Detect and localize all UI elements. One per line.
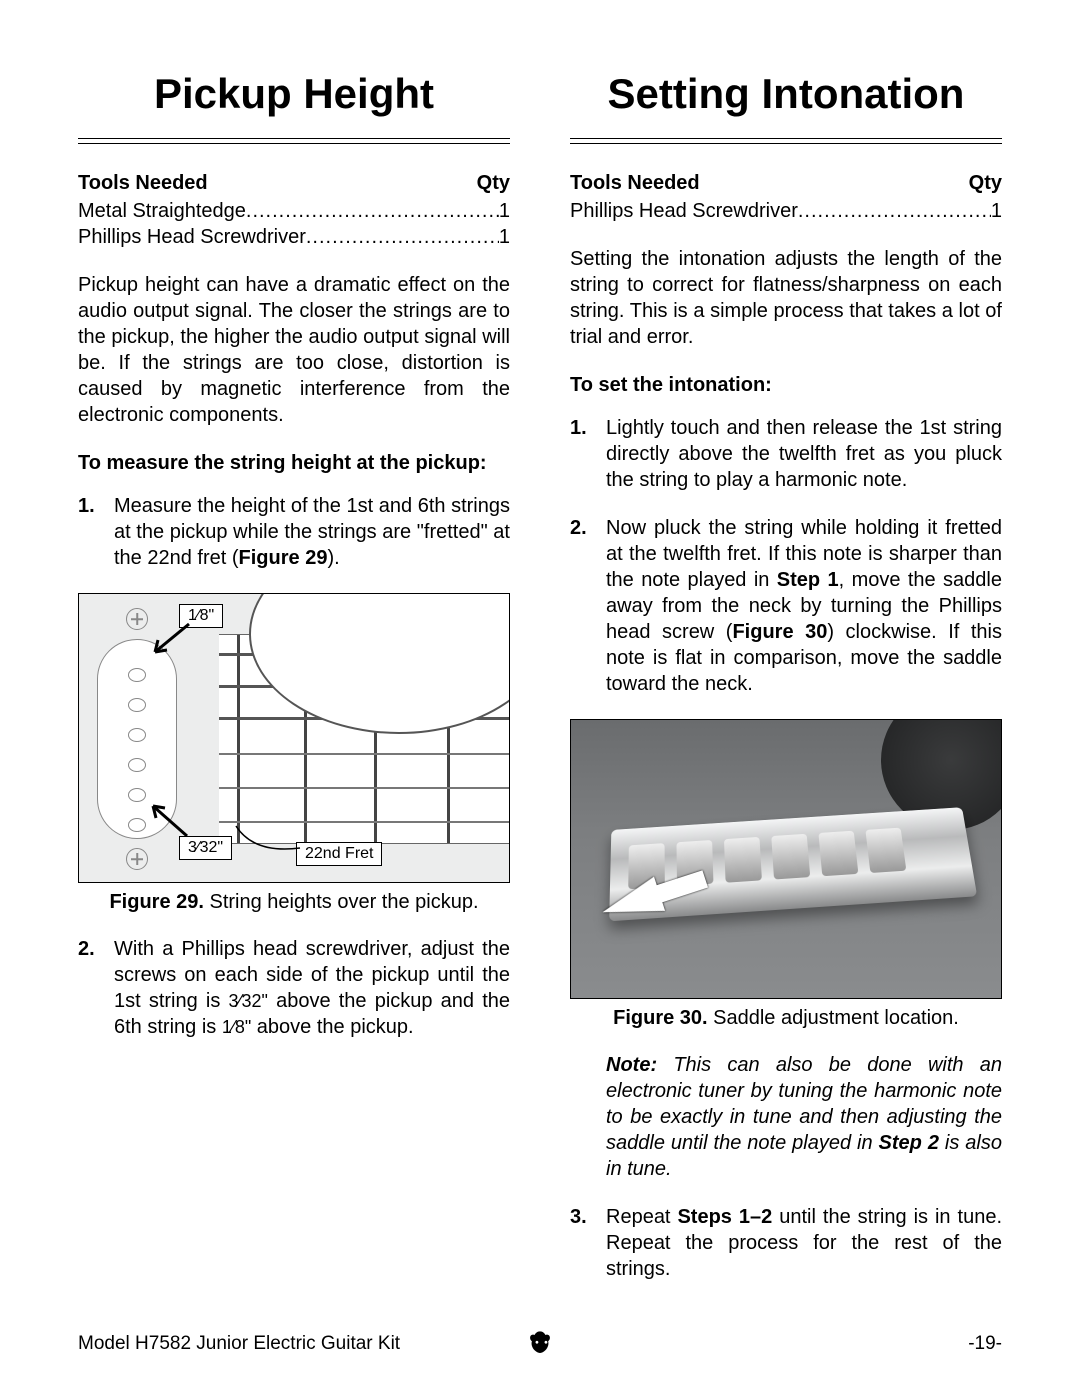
fret bbox=[237, 635, 240, 843]
arrow-icon bbox=[149, 622, 199, 662]
string bbox=[219, 821, 509, 823]
pickup-pole bbox=[128, 758, 146, 772]
leader-dots bbox=[306, 224, 499, 250]
figure-29-caption: Figure 29. String heights over the picku… bbox=[78, 891, 510, 914]
tool-row: Phillips Head Screwdriver 1 bbox=[570, 198, 1002, 224]
rule bbox=[78, 138, 510, 144]
tool-name: Phillips Head Screwdriver bbox=[570, 198, 798, 224]
footer-page: -19- bbox=[968, 1333, 1002, 1355]
pickup-pole bbox=[128, 818, 146, 832]
qty-label: Qty bbox=[477, 172, 510, 195]
tool-row: Metal Straightedge 1 bbox=[78, 198, 510, 224]
pickup-pole bbox=[128, 728, 146, 742]
tool-row: Phillips Head Screwdriver 1 bbox=[78, 224, 510, 250]
figure-30-photo bbox=[570, 719, 1002, 999]
bridge bbox=[609, 807, 977, 921]
tool-name: Phillips Head Screwdriver bbox=[78, 224, 306, 250]
string bbox=[219, 787, 509, 789]
figure-30-caption: Figure 30. Saddle adjustment location. bbox=[570, 1007, 1002, 1030]
left-steps-cont: With a Phillips head screwdriver, adjust… bbox=[78, 936, 510, 1040]
right-steps-cont: Repeat Steps 1–2 until the string is in … bbox=[570, 1204, 1002, 1282]
pickup-pole bbox=[128, 788, 146, 802]
right-step-3: Repeat Steps 1–2 until the string is in … bbox=[570, 1204, 1002, 1282]
tool-qty: 1 bbox=[499, 224, 510, 250]
tools-label: Tools Needed bbox=[570, 172, 700, 195]
saddle bbox=[865, 828, 906, 873]
tool-qty: 1 bbox=[991, 198, 1002, 224]
figure-29: 1⁄8" 3⁄32" 22nd Fret Figure 29. String h… bbox=[78, 593, 510, 914]
left-column: Pickup Height Tools Needed Qty Metal Str… bbox=[78, 70, 510, 1304]
arrow-icon bbox=[597, 877, 665, 930]
bear-logo-icon bbox=[522, 1326, 558, 1362]
arrow-icon bbox=[147, 800, 197, 840]
right-subhead: To set the intonation: bbox=[570, 374, 1002, 397]
curve-line bbox=[234, 824, 304, 860]
figure-29-diagram: 1⁄8" 3⁄32" 22nd Fret bbox=[78, 593, 510, 883]
note: Note: This can also be done with an elec… bbox=[570, 1052, 1002, 1182]
right-step-1: Lightly touch and then release the 1st s… bbox=[570, 415, 1002, 493]
screw-icon bbox=[126, 608, 148, 630]
tools-header-left: Tools Needed Qty bbox=[78, 172, 510, 195]
leader-dots bbox=[798, 198, 991, 224]
pickup-pole bbox=[128, 698, 146, 712]
saddle bbox=[771, 834, 810, 880]
saddle bbox=[724, 837, 762, 883]
rule bbox=[570, 138, 1002, 144]
right-title: Setting Intonation bbox=[570, 70, 1002, 118]
footer-model: Model H7582 Junior Electric Guitar Kit bbox=[78, 1333, 400, 1355]
qty-label: Qty bbox=[969, 172, 1002, 195]
right-steps: Lightly touch and then release the 1st s… bbox=[570, 415, 1002, 697]
left-steps: Measure the height of the 1st and 6th st… bbox=[78, 493, 510, 571]
screw-icon bbox=[126, 848, 148, 870]
leader-dots bbox=[246, 198, 499, 224]
tools-label: Tools Needed bbox=[78, 172, 208, 195]
right-intro: Setting the intonation adjusts the lengt… bbox=[570, 246, 1002, 350]
label-22nd-fret: 22nd Fret bbox=[296, 842, 382, 866]
left-step-2: With a Phillips head screwdriver, adjust… bbox=[78, 936, 510, 1040]
tool-qty: 1 bbox=[499, 198, 510, 224]
pickup-pole bbox=[128, 668, 146, 682]
right-step-2: Now pluck the string while holding it fr… bbox=[570, 515, 1002, 697]
left-title: Pickup Height bbox=[78, 70, 510, 118]
saddle bbox=[818, 831, 858, 877]
figure-30: Figure 30. Saddle adjustment location. bbox=[570, 719, 1002, 1030]
string bbox=[219, 753, 509, 755]
tool-name: Metal Straightedge bbox=[78, 198, 246, 224]
left-subhead: To measure the string height at the pick… bbox=[78, 452, 510, 475]
right-column: Setting Intonation Tools Needed Qty Phil… bbox=[570, 70, 1002, 1304]
left-intro: Pickup height can have a dramatic effect… bbox=[78, 272, 510, 428]
tools-header-right: Tools Needed Qty bbox=[570, 172, 1002, 195]
footer: Model H7582 Junior Electric Guitar Kit -… bbox=[78, 1333, 1002, 1355]
left-step-1: Measure the height of the 1st and 6th st… bbox=[78, 493, 510, 571]
